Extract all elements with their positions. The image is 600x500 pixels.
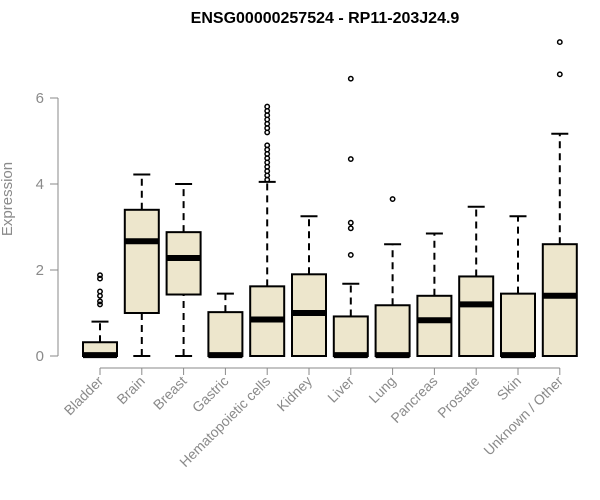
chart-title: ENSG00000257524 - RP11-203J24.9	[191, 10, 460, 27]
box-rect	[541, 243, 578, 357]
y-tick-label: 2	[36, 262, 44, 279]
x-tick-label: Breast	[150, 373, 190, 413]
box-bladder	[82, 272, 118, 359]
x-tick-label: Lung	[365, 373, 398, 406]
box-brain	[123, 173, 160, 357]
box-rect	[374, 304, 411, 358]
box-rect	[332, 315, 369, 358]
box-rect	[123, 208, 160, 314]
x-tick-label: Kidney	[274, 373, 316, 415]
box-prostate	[458, 205, 495, 358]
outlier-point	[97, 298, 103, 305]
box-rect	[500, 292, 536, 357]
x-tick-label: Brain	[113, 373, 147, 407]
outlier-point	[97, 275, 103, 282]
box-rect	[416, 294, 453, 357]
outlier-point	[264, 103, 271, 110]
outlier-point	[556, 39, 563, 46]
y-axis: 0 2 4 6	[36, 90, 59, 365]
outlier-point	[264, 142, 271, 149]
y-tick-label: 6	[36, 90, 44, 107]
box-hematopoietic-cells	[249, 103, 286, 357]
box-skin	[500, 215, 536, 359]
box-lung	[374, 196, 411, 359]
x-tick-label: Unknown / Other	[480, 373, 566, 459]
box-gastric	[207, 292, 244, 359]
outlier-point	[556, 71, 563, 78]
outlier-point	[389, 196, 396, 203]
y-tick-label: 4	[36, 176, 44, 193]
y-tick-label: 0	[36, 348, 44, 365]
box-breast	[165, 183, 202, 357]
box-kidney	[291, 215, 327, 357]
box-pancreas	[416, 232, 453, 357]
box-unknown-other	[541, 39, 578, 357]
box-rect	[458, 275, 495, 358]
outlier-point	[347, 156, 354, 163]
outlier-point	[347, 252, 354, 258]
outlier-point	[347, 75, 354, 82]
outlier-point	[347, 219, 354, 226]
box-liver	[332, 75, 369, 359]
box-group	[82, 39, 578, 359]
outlier-point	[97, 288, 103, 295]
outlier-point	[97, 301, 103, 308]
outlier-point	[97, 272, 103, 279]
x-tick-label: Liver	[324, 373, 357, 406]
outlier-point	[347, 225, 354, 232]
box-rect	[165, 231, 202, 296]
x-tick-label: Skin	[494, 373, 525, 404]
y-axis-label: Expression	[0, 162, 16, 236]
x-tick-label: Prostate	[434, 373, 482, 421]
box-rect	[207, 311, 244, 358]
x-tick-label: Bladder	[61, 373, 107, 419]
